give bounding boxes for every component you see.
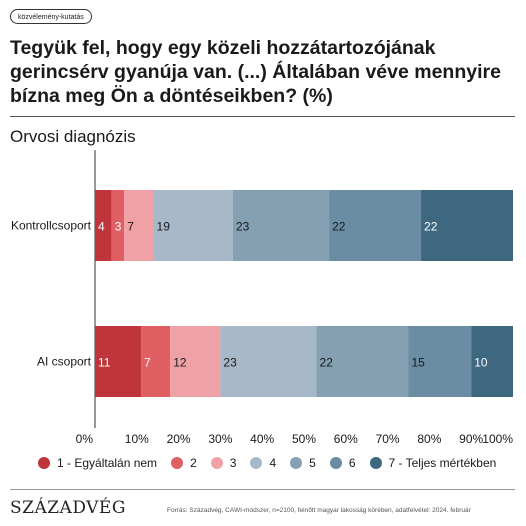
legend-item: 4 xyxy=(250,456,276,470)
bar-segment xyxy=(124,190,154,261)
x-tick-label: 50% xyxy=(292,432,316,446)
legend-item: 6 xyxy=(329,456,356,470)
data-label: 3 xyxy=(115,220,122,234)
publisher-logo: SZÁZADVÉG xyxy=(10,498,126,518)
bar-segment xyxy=(95,326,141,397)
x-tick-label: 70% xyxy=(376,432,400,446)
data-label: 22 xyxy=(320,356,334,370)
legend-label: 2 xyxy=(190,456,197,470)
x-tick-label: 30% xyxy=(208,432,232,446)
bar-segment xyxy=(140,326,171,397)
legend-label: 4 xyxy=(269,456,277,470)
x-tick-label: 60% xyxy=(334,432,358,446)
chart-subtitle: Orvosi diagnózis xyxy=(10,127,136,146)
legend-swatch xyxy=(290,457,303,469)
legend-label: 3 xyxy=(229,456,237,470)
bar-segment xyxy=(329,190,422,261)
source-note: Forrás: Századvég, CAWI-módszer, n=2100,… xyxy=(167,507,471,514)
data-label: 12 xyxy=(173,356,187,370)
bar-segment xyxy=(421,190,513,261)
bar-segment xyxy=(111,190,125,261)
legend-item: 3 xyxy=(210,456,237,470)
bar-segment xyxy=(471,326,513,397)
legend-swatch xyxy=(210,457,223,469)
bar-segment xyxy=(170,326,221,397)
legend-swatch xyxy=(38,457,50,469)
legend-swatch xyxy=(171,457,184,469)
legend-swatch xyxy=(369,457,382,469)
x-tick-label: 0% xyxy=(76,432,94,446)
legend-label: 6 xyxy=(348,456,356,470)
data-label: 23 xyxy=(236,220,250,234)
data-label: 11 xyxy=(98,356,111,370)
x-tick-label: 90% xyxy=(459,432,483,446)
chart-title: Tegyük fel, hogy egy közeli hozzátartozó… xyxy=(10,37,501,107)
data-label: 23 xyxy=(223,356,237,370)
legend-item: 2 xyxy=(171,456,197,470)
topic-tag: közvélemény-kutatás xyxy=(10,9,92,24)
bar-segment xyxy=(153,190,233,261)
x-tick-label: 20% xyxy=(167,432,191,446)
x-tick-label: 10% xyxy=(125,432,149,446)
bar-segment xyxy=(316,326,409,397)
x-tick-label: 80% xyxy=(417,432,441,446)
legend-item: 1 - Egyáltalán nem xyxy=(38,456,157,470)
data-label: 22 xyxy=(332,220,346,234)
legend-item: 5 xyxy=(290,456,316,470)
legend-label: 7 - Teljes mértékben xyxy=(388,456,497,470)
legend-label: 1 - Egyáltalán nem xyxy=(57,456,158,470)
legend: 1 - Egyáltalán nem 2 3 4 5 6 7 - Teljes mérték… xyxy=(38,453,518,473)
title-divider xyxy=(10,116,515,117)
legend-swatch xyxy=(250,457,263,469)
data-label: 22 xyxy=(424,220,438,234)
data-label: 15 xyxy=(412,356,426,370)
data-label: 7 xyxy=(127,220,134,234)
data-label: 4 xyxy=(98,220,105,234)
data-label: 7 xyxy=(144,356,151,370)
bar-segment xyxy=(95,190,112,261)
bar-segment xyxy=(232,190,330,261)
legend-item: 7 - Teljes mértékben xyxy=(369,456,497,470)
footer-divider xyxy=(10,489,515,490)
x-tick-label: 100% xyxy=(482,432,513,446)
bar-segment xyxy=(220,326,317,397)
data-label: 19 xyxy=(157,220,171,234)
x-tick-label: 40% xyxy=(250,432,274,446)
bar-segment xyxy=(408,326,472,397)
legend-swatch xyxy=(329,457,342,469)
category-label: Kontrollcsoport xyxy=(11,219,92,233)
data-label: 10 xyxy=(474,356,488,370)
legend-label: 5 xyxy=(309,456,316,470)
category-label: AI csoport xyxy=(37,355,92,369)
